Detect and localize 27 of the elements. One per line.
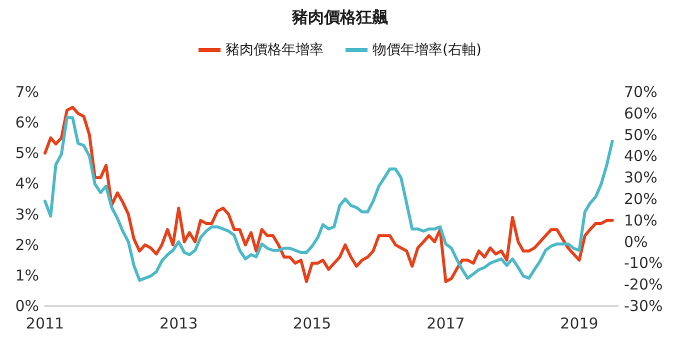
y-tick-label: 3% bbox=[15, 205, 39, 224]
x-tick-label: 2011 bbox=[26, 314, 64, 332]
y2-tick-label: 40% bbox=[624, 147, 658, 166]
y2-tick-label: 50% bbox=[624, 126, 658, 144]
y-tick-label: 0% bbox=[15, 297, 39, 315]
x-tick-label: 2017 bbox=[426, 314, 465, 332]
y-tick-label: 4% bbox=[15, 174, 39, 193]
y-tick-label: 7% bbox=[15, 83, 39, 101]
y-tick-label: 1% bbox=[15, 266, 39, 284]
y2-tick-label: 60% bbox=[624, 104, 658, 122]
x-tick-label: 2019 bbox=[560, 314, 598, 332]
y2-tick-label: 10% bbox=[624, 211, 658, 230]
legend-label: 物價年增率(右軸) bbox=[372, 42, 482, 58]
y-tick-label: 2% bbox=[15, 236, 39, 254]
legend-label: 豬肉價格年增率 bbox=[226, 42, 324, 58]
y2-tick-label: -30% bbox=[624, 297, 663, 315]
y2-tick-label: 20% bbox=[624, 190, 658, 208]
y2-tick-label: -10% bbox=[624, 254, 663, 272]
x-tick-label: 2015 bbox=[293, 314, 332, 332]
y-tick-label: 5% bbox=[15, 144, 39, 162]
x-tick-label: 2013 bbox=[160, 314, 198, 332]
y2-tick-label: -20% bbox=[624, 276, 663, 294]
chart-title: 豬肉價格狂飆 bbox=[291, 8, 388, 26]
y2-tick-label: 0% bbox=[624, 232, 648, 251]
y2-tick-label: 30% bbox=[624, 168, 658, 187]
y2-tick-label: 70% bbox=[624, 83, 658, 101]
y-tick-label: 6% bbox=[15, 114, 39, 132]
